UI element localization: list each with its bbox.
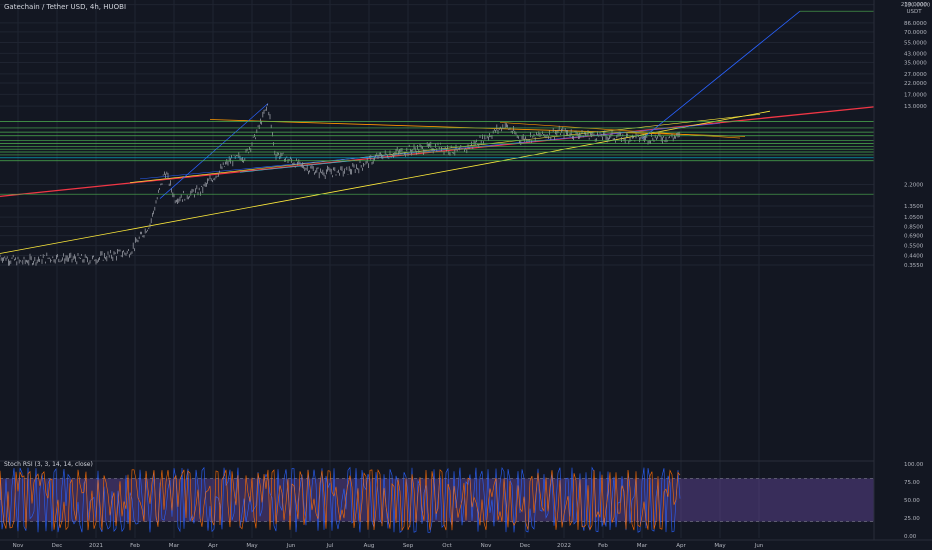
symbol-title[interactable]: Gatechain / Tether USD, 4h, HUOBI — [4, 3, 127, 11]
chart-grid — [0, 0, 874, 538]
time-tick-label: Mar — [637, 543, 648, 549]
price-tick-label: 43.0000 — [904, 51, 927, 57]
time-tick-label: May — [246, 543, 258, 549]
yellow-trendline — [0, 110, 771, 254]
time-tick-label: Sep — [403, 543, 414, 549]
time-tick-label: Jun — [754, 543, 764, 549]
time-tick-label: Nov — [13, 543, 24, 549]
indicator-title[interactable]: Stoch RSI (3, 3, 14, 14, close) — [4, 461, 93, 468]
price-tick-label: 0.5500 — [904, 244, 924, 250]
time-tick-label: 2021 — [89, 543, 103, 549]
time-axis[interactable]: Nov Dec 2021 Feb Mar Apr May Jun Jul Aug Sep Oct Nov… — [0, 539, 932, 549]
stoch-k-line — [0, 466, 681, 534]
time-tick-label: Feb — [598, 543, 608, 549]
drawing-lines[interactable] — [0, 10, 875, 254]
stoch-tick-label: 100.00 — [904, 462, 924, 468]
price-axis[interactable]: 230.0000USDT170.0000130.000086.000070.00… — [873, 0, 932, 550]
price-tick-label: 0.6900 — [904, 234, 924, 240]
time-tick-label: Jun — [286, 543, 296, 549]
price-tick-label: 70.0000 — [904, 30, 927, 36]
candles — [0, 103, 680, 266]
time-tick-label: Mar — [169, 543, 180, 549]
price-tick-label: 0.4400 — [904, 253, 924, 259]
time-tick-label: Nov — [481, 543, 492, 549]
price-tick-label: 0.8500 — [904, 224, 924, 230]
time-tick-label: Apr — [676, 543, 686, 549]
stoch-tick-label: 75.00 — [904, 480, 920, 486]
time-tick-label: Aug — [364, 543, 375, 549]
price-tick-label: 1.0500 — [904, 215, 924, 221]
stoch-d-line — [0, 468, 681, 532]
price-tick-label: 27.0000 — [904, 72, 927, 78]
cyan-trend-segment — [239, 160, 356, 173]
price-tick-label: 17.0000 — [904, 92, 927, 98]
time-tick-label: May — [714, 543, 726, 549]
horizontal-levels[interactable]: 112.03789.19957.93167.21826.6431GTUSDT6.… — [0, 7, 931, 199]
currency-label: USDT — [906, 9, 922, 15]
stoch-tick-label: 0.00 — [904, 534, 917, 540]
price-tick-label: 55.0000 — [904, 41, 927, 47]
price-tick-label: 22.0000 — [904, 81, 927, 87]
stoch-tick-label: 25.00 — [904, 516, 920, 522]
price-top-value: 230.0000 — [901, 2, 928, 8]
price-tick-label: 35.0000 — [904, 60, 927, 66]
price-tick-label: 86.0000 — [904, 21, 927, 27]
price-series — [0, 103, 680, 266]
price-tick-label: 2.2000 — [904, 183, 924, 189]
time-tick-label: Apr — [208, 543, 218, 549]
stoch-rsi-pane — [0, 460, 932, 534]
blue-impulse-line — [159, 103, 269, 199]
time-tick-label: Dec — [520, 543, 531, 549]
price-tick-label: 13.0000 — [904, 104, 927, 110]
time-tick-label: Jul — [326, 543, 334, 549]
price-tick-label: 0.3550 — [904, 263, 924, 269]
time-tick-label: Dec — [52, 543, 63, 549]
time-tick-label: Oct — [442, 543, 452, 549]
time-tick-label: 2022 — [557, 543, 571, 549]
time-tick-label: Feb — [130, 543, 140, 549]
stoch-tick-label: 50.00 — [904, 498, 920, 504]
price-tick-label: 130.0000 — [904, 3, 931, 9]
price-tick-label: 1.3500 — [904, 204, 924, 210]
blue-projection-line — [641, 10, 801, 140]
blue-support-line — [139, 123, 721, 180]
price-axis-bg — [874, 0, 932, 550]
